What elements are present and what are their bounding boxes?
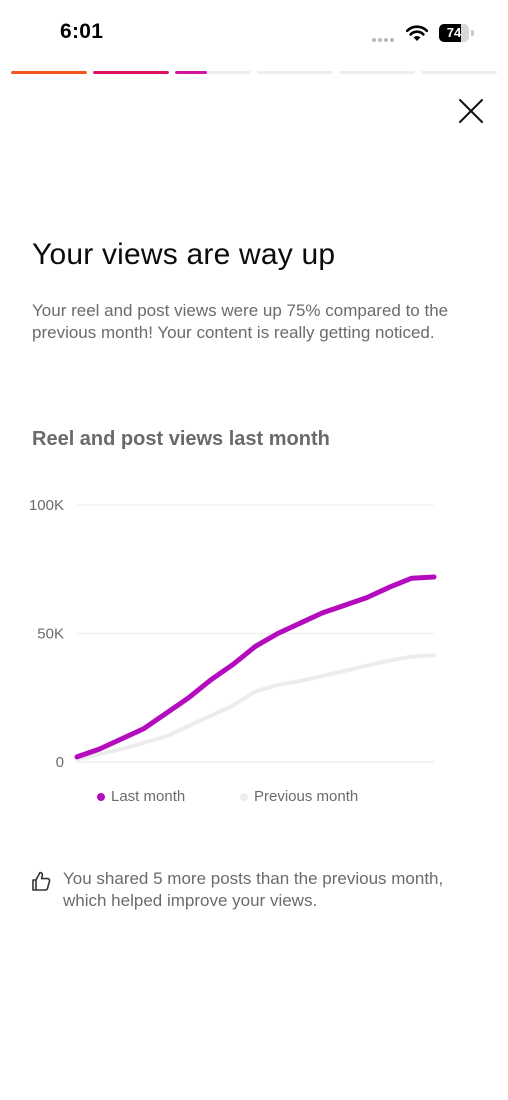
story-progress — [11, 71, 497, 74]
close-icon — [459, 99, 483, 123]
progress-segment — [339, 71, 415, 74]
legend-dot-last-month — [97, 793, 105, 801]
progress-segment — [421, 71, 497, 74]
progress-segment — [93, 71, 169, 74]
status-time: 6:01 — [60, 20, 104, 43]
battery-level: 74 — [446, 25, 462, 40]
views-line-chart: 0 50K 100K — [29, 497, 437, 771]
wifi-icon — [405, 25, 429, 41]
series-line-last-month — [74, 574, 437, 760]
y-tick-label: 0 — [56, 754, 64, 771]
legend-label-last-month: Last month — [111, 788, 186, 805]
chart-title: Reel and post views last month — [32, 428, 330, 450]
headline: Your views are way up — [32, 238, 336, 271]
insight-tip: You shared 5 more posts than the previou… — [30, 868, 480, 918]
progress-segment — [257, 71, 333, 74]
battery-icon: 74 — [439, 24, 475, 42]
thumbs-up-icon — [32, 871, 51, 891]
tip-text: You shared 5 more posts than the previou… — [63, 869, 444, 910]
progress-segment — [11, 71, 87, 74]
y-tick-label: 100K — [29, 497, 64, 514]
legend-label-previous-month: Previous month — [254, 788, 359, 805]
status-bar: 6:01 74 — [0, 0, 508, 66]
legend-dot-previous-month — [240, 793, 248, 801]
close-button[interactable] — [452, 92, 490, 130]
y-tick-label: 50K — [37, 626, 64, 643]
cellular-signal-icon — [372, 38, 396, 42]
progress-segment — [175, 71, 251, 74]
description: Your reel and post views were up 75% com… — [32, 301, 449, 342]
series-line-previous-month — [75, 653, 436, 762]
